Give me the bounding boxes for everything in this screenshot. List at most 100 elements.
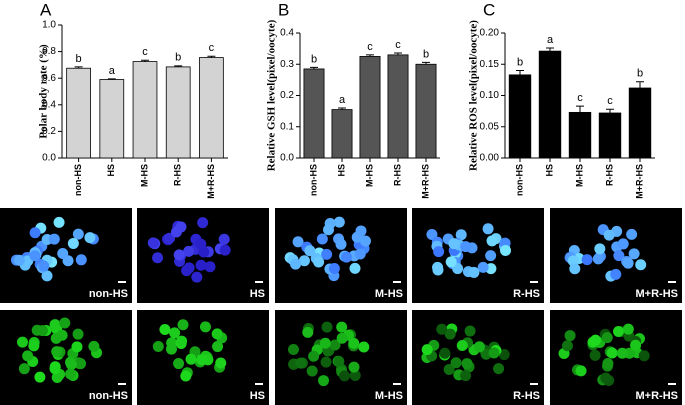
y-tick-label: 0.2	[280, 90, 294, 101]
oocyte	[336, 332, 348, 344]
oocyte	[638, 350, 650, 362]
image-label: R-HS	[513, 288, 540, 300]
bar	[508, 74, 532, 159]
error-bar	[207, 55, 216, 58]
oocyte	[500, 245, 512, 257]
oocyte	[183, 262, 195, 274]
oocyte	[29, 227, 41, 239]
oocyte	[460, 241, 472, 253]
oocyte	[41, 270, 53, 282]
oocyte	[147, 237, 159, 249]
oocyte	[180, 370, 192, 382]
oocyte	[197, 217, 209, 229]
x-tick-label: R-HS	[604, 164, 614, 186]
bar	[331, 109, 353, 159]
y-tick-label: 0.8	[42, 46, 56, 57]
oocyte	[313, 256, 325, 268]
oocyte	[444, 328, 456, 340]
y-tick-label: 0.3	[280, 59, 294, 70]
x-tick-label: M+R-HS	[634, 164, 644, 199]
oocyte	[485, 250, 497, 262]
oocyte	[219, 244, 231, 256]
error-bar	[422, 61, 430, 65]
oocyte	[498, 349, 510, 361]
oocyte	[600, 372, 612, 384]
micrograph	[412, 208, 544, 303]
significance-letter: b	[311, 53, 317, 65]
bar	[99, 79, 125, 159]
oocyte	[53, 216, 65, 228]
significance-letter: a	[109, 65, 116, 77]
oocyte	[601, 332, 613, 344]
error-bar	[174, 65, 183, 67]
significance-letter: a	[339, 94, 346, 106]
y-tick-label: 0.20	[480, 28, 500, 39]
y-tick-label: 1.0	[42, 20, 56, 31]
oocyte	[432, 264, 444, 276]
y-tick-label: 0.4	[42, 99, 56, 110]
oocyte	[328, 262, 340, 274]
y-tick-label: 0.0	[280, 153, 294, 164]
oocyte	[318, 375, 330, 387]
oocyte	[159, 324, 171, 336]
oocyte	[613, 250, 625, 262]
oocyte	[628, 248, 640, 260]
bar	[165, 66, 191, 159]
y-tick-label: 0.10	[480, 90, 500, 101]
x-tick-label: non-HS	[308, 164, 318, 196]
x-tick-label: M-HS	[574, 164, 584, 187]
y-axis-label: Polar body rate (%)	[38, 44, 50, 139]
oocyte	[13, 254, 25, 266]
oocyte	[169, 327, 181, 339]
x-tick-label: HS	[336, 164, 346, 177]
oocyte	[443, 364, 455, 376]
oocyte	[49, 319, 61, 331]
oocyte	[306, 365, 318, 377]
oocyte	[59, 317, 71, 329]
oocyte	[49, 363, 61, 375]
significance-letter: b	[76, 53, 82, 65]
oocyte	[610, 268, 622, 280]
oocyte	[433, 246, 445, 258]
oocyte	[493, 363, 505, 375]
oocyte	[75, 254, 87, 266]
oocyte	[321, 248, 333, 260]
x-tick-label: M+R-HS	[206, 164, 216, 199]
oocyte	[439, 347, 451, 359]
oocyte	[616, 347, 628, 359]
oocyte	[319, 337, 331, 349]
y-tick-label: 0.6	[42, 73, 56, 84]
oocyte	[564, 330, 576, 342]
x-tick-label: HS	[106, 164, 116, 177]
oocyte	[455, 229, 467, 241]
error-bar	[338, 107, 346, 110]
oocyte	[468, 266, 480, 278]
oocyte	[196, 354, 208, 366]
oocyte	[635, 259, 647, 271]
oocyte	[36, 325, 48, 337]
oocyte	[65, 368, 77, 380]
oocyte	[320, 356, 332, 368]
oocyte	[575, 365, 587, 377]
oocyte	[617, 238, 629, 250]
y-tick-label: 0.2	[42, 126, 56, 137]
significance-letter: c	[607, 95, 613, 107]
oocyte	[464, 325, 476, 337]
oocyte	[626, 228, 638, 240]
oocyte	[88, 340, 100, 352]
oocyte	[308, 350, 320, 362]
significance-letter: c	[395, 39, 401, 51]
significance-letter: b	[517, 56, 523, 68]
image-label: M-HS	[375, 390, 403, 402]
panel-letter: C	[483, 0, 495, 19]
x-tick-label: non-HS	[73, 164, 83, 196]
oocyte	[421, 344, 433, 356]
oocyte	[204, 261, 216, 273]
y-tick-label: 0.05	[480, 121, 500, 132]
oocyte	[488, 347, 500, 359]
oocyte	[322, 224, 334, 236]
oocyte	[581, 254, 593, 266]
x-tick-label: HS	[544, 164, 554, 177]
oocyte	[630, 339, 642, 351]
error-bar	[366, 54, 374, 57]
